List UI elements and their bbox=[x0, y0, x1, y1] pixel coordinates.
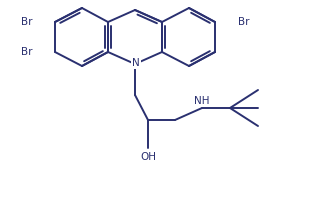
Text: Br: Br bbox=[21, 47, 32, 57]
Text: NH: NH bbox=[194, 96, 210, 106]
Text: OH: OH bbox=[140, 152, 156, 162]
Text: Br: Br bbox=[238, 17, 250, 27]
Text: N: N bbox=[132, 58, 140, 68]
Text: Br: Br bbox=[21, 17, 32, 27]
